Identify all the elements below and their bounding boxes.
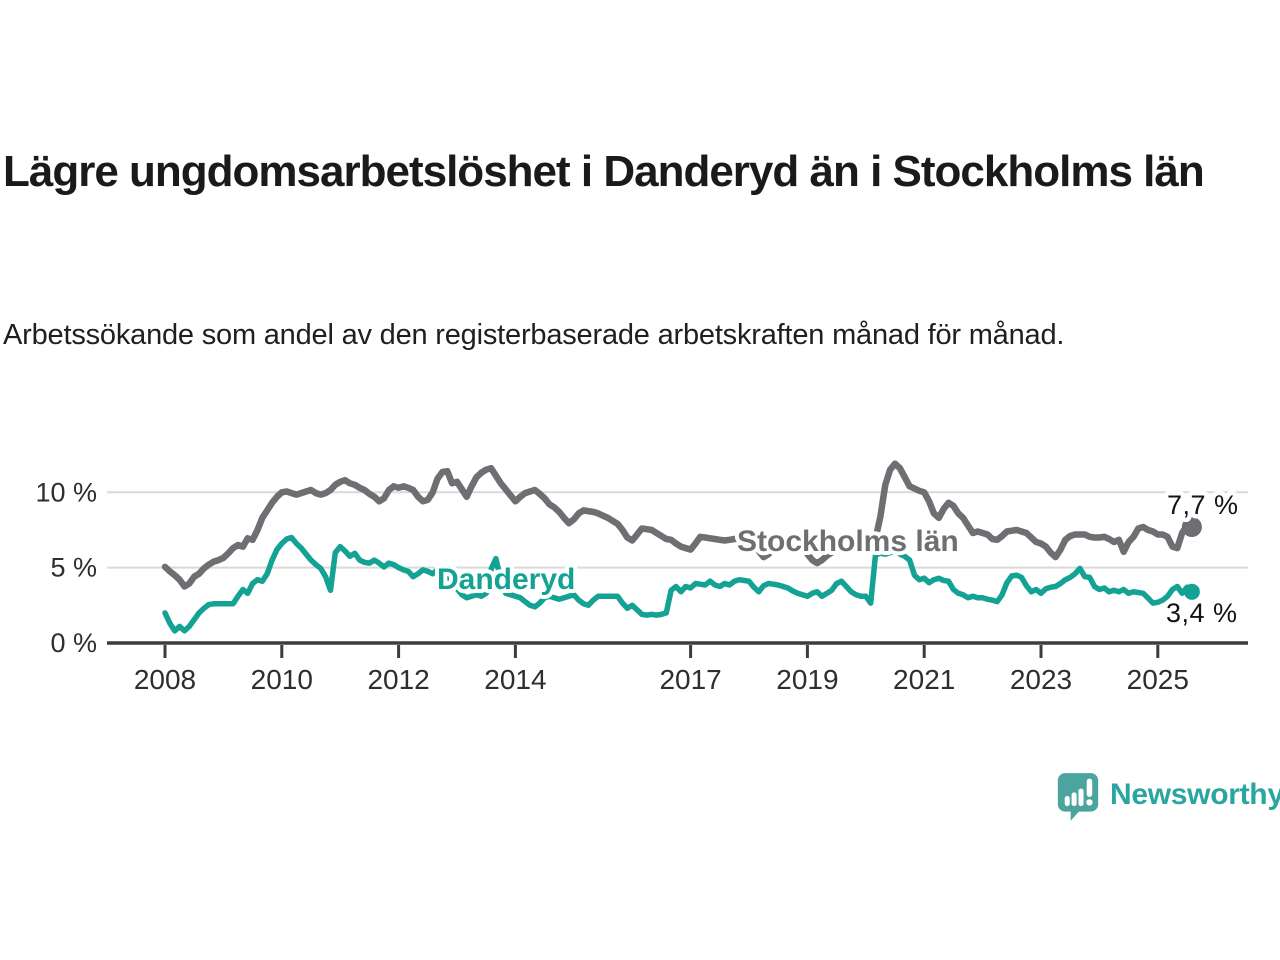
brand-name: Newsworthy (1110, 778, 1280, 811)
logo-bar-icon (1071, 792, 1077, 807)
end-dot-stockholm (1181, 517, 1202, 537)
x-tick-label: 2025 (1127, 664, 1189, 695)
logo-bar-icon (1078, 788, 1084, 807)
end-value-danderyd: 3,4 % (1166, 598, 1238, 628)
logo-exclamation-dot-icon (1086, 799, 1093, 806)
end-dot-danderyd (1183, 583, 1200, 600)
x-tick-label: 2019 (776, 664, 838, 695)
logo-exclamation-icon (1086, 778, 1093, 797)
newsworthy-logo-icon (1057, 773, 1099, 821)
logo-bar-icon (1064, 796, 1070, 807)
x-tick-label: 2017 (659, 664, 721, 695)
series-label-stockholm: Stockholms län (737, 525, 959, 558)
y-tick-label: 0 % (50, 628, 97, 658)
page-title: Lägre ungdomsarbetslöshet i Danderyd än … (3, 147, 1205, 196)
page-subtitle: Arbetssökande som andel av den registerb… (3, 319, 1065, 351)
x-tick-label: 2014 (484, 664, 546, 695)
series-line-stockholm (161, 460, 1196, 590)
x-tick-label: 2023 (1010, 664, 1072, 695)
x-tick-label: 2008 (134, 664, 196, 695)
x-tick-label: 2021 (893, 664, 955, 695)
x-tick-label: 2012 (367, 664, 429, 695)
series-line-danderyd (162, 534, 1195, 634)
end-value-stockholm: 7,7 % (1167, 490, 1239, 520)
series-label-danderyd: Danderyd (437, 563, 575, 596)
y-tick-label: 10 % (35, 477, 97, 507)
brand: Newsworthy (1056, 771, 1280, 821)
x-tick-label: 2010 (251, 664, 313, 695)
y-tick-label: 5 % (50, 553, 97, 583)
header: Lägre ungdomsarbetslöshet i Danderyd än … (3, 143, 1263, 200)
